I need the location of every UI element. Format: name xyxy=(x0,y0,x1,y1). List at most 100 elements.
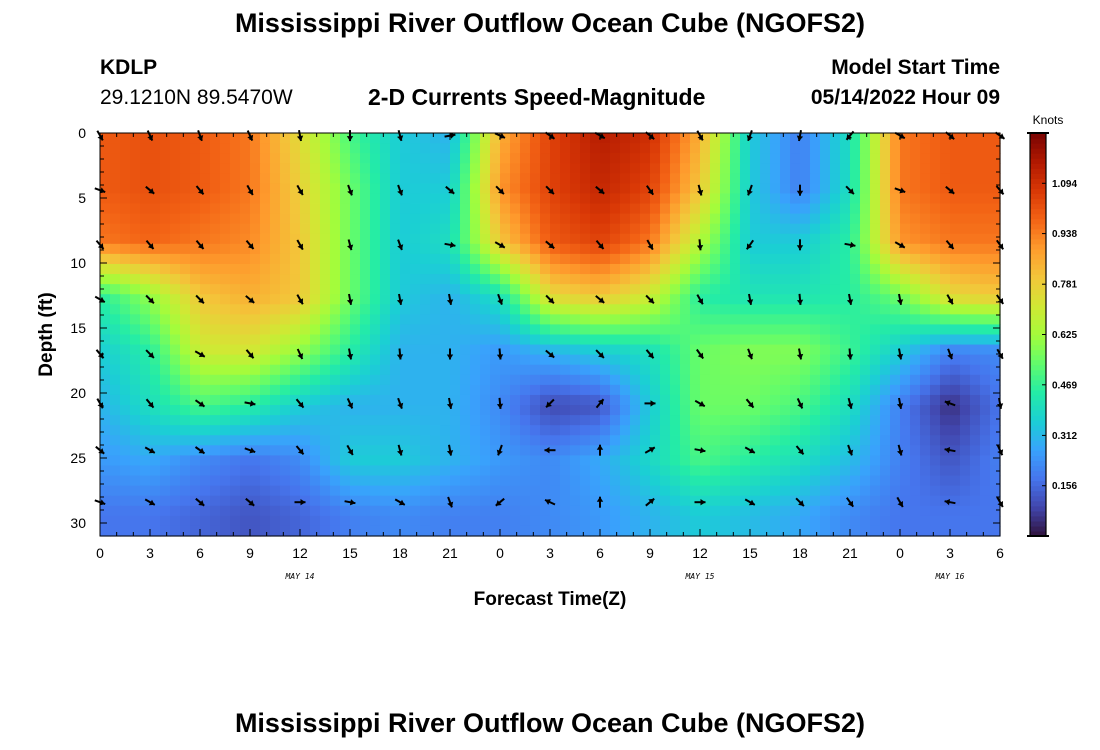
heatmap-cell xyxy=(370,354,381,366)
heatmap-cell xyxy=(580,485,591,497)
heatmap-cell xyxy=(430,344,441,356)
heatmap-cell xyxy=(990,445,1001,456)
heatmap-cell xyxy=(200,354,211,366)
heatmap-cell xyxy=(530,415,541,426)
heatmap-cell xyxy=(710,475,721,487)
heatmap-cell xyxy=(310,495,321,507)
heatmap-cell xyxy=(820,203,831,215)
heatmap-cell xyxy=(660,183,671,195)
heatmap-cell xyxy=(860,183,871,195)
heatmap-cell xyxy=(150,525,161,537)
heatmap-cell xyxy=(610,354,621,366)
heatmap-cell xyxy=(610,455,621,467)
heatmap-cell xyxy=(830,495,841,507)
heatmap-cell xyxy=(280,233,291,245)
heatmap-cell xyxy=(470,243,481,255)
heatmap-cell xyxy=(400,173,411,184)
current-arrow xyxy=(445,185,455,195)
heatmap-cell xyxy=(140,394,151,406)
heatmap-cell xyxy=(750,243,761,255)
heatmap-cell xyxy=(180,394,191,406)
heatmap-cell xyxy=(110,183,121,195)
heatmap-cell xyxy=(790,394,801,406)
colorbar-swatch xyxy=(1030,415,1046,421)
heatmap-cell xyxy=(660,394,671,406)
heatmap-cell xyxy=(550,455,561,467)
heatmap-cell xyxy=(360,133,371,144)
heatmap-cell xyxy=(880,203,891,215)
heatmap-cell xyxy=(640,133,651,144)
heatmap-cell xyxy=(960,364,971,376)
heatmap-cell xyxy=(680,163,691,174)
heatmap-cell xyxy=(260,495,271,507)
current-arrow xyxy=(796,348,804,360)
heatmap-cell xyxy=(190,374,201,386)
heatmap-cell xyxy=(550,133,561,144)
heatmap-cell xyxy=(820,445,831,456)
heatmap-cell xyxy=(540,374,551,386)
heatmap-cell xyxy=(640,415,651,426)
heatmap-cell xyxy=(170,344,181,356)
heatmap-cell xyxy=(930,455,941,467)
heatmap-cell xyxy=(140,344,151,356)
heatmap-cell xyxy=(830,294,841,305)
heatmap-cell xyxy=(740,445,751,456)
heatmap-cell xyxy=(210,153,221,164)
heatmap-cell xyxy=(110,525,121,537)
heatmap-cell xyxy=(500,384,511,396)
heatmap-cell xyxy=(550,505,561,517)
heatmap-cell xyxy=(440,193,451,205)
heatmap-cell xyxy=(430,314,441,326)
heatmap-cell xyxy=(900,405,911,416)
heatmap-cell xyxy=(530,304,541,315)
heatmap-cell xyxy=(110,455,121,467)
heatmap-cell xyxy=(710,334,721,346)
heatmap-cell xyxy=(330,465,341,477)
heatmap-cell xyxy=(220,314,231,326)
heatmap-cell xyxy=(310,405,321,416)
heatmap-cell xyxy=(340,455,351,467)
heatmap-cell xyxy=(720,143,731,154)
heatmap-cell xyxy=(120,405,131,416)
heatmap-cell xyxy=(120,233,131,245)
heatmap-cell xyxy=(630,213,641,225)
heatmap-cell xyxy=(690,203,701,215)
heatmap-cell xyxy=(260,435,271,446)
heatmap-cell xyxy=(920,233,931,245)
heatmap-cell xyxy=(930,415,941,426)
heatmap-cell xyxy=(910,435,921,446)
heatmap-cell xyxy=(550,304,561,315)
heatmap-cell xyxy=(290,485,301,497)
heatmap-cell xyxy=(860,405,871,416)
heatmap-cell xyxy=(920,425,931,436)
heatmap-cell xyxy=(960,253,971,265)
heatmap-cell xyxy=(820,374,831,386)
heatmap-cell xyxy=(220,354,231,366)
heatmap-cell xyxy=(780,334,791,346)
heatmap-cell xyxy=(600,173,611,184)
heatmap-cell xyxy=(880,263,891,275)
heatmap-cell xyxy=(340,153,351,164)
heatmap-cell xyxy=(740,243,751,255)
heatmap-cell xyxy=(650,374,661,386)
colorbar-tick-label: 0.469 xyxy=(1052,380,1077,391)
heatmap-cell xyxy=(460,465,471,477)
heatmap-cell xyxy=(580,495,591,507)
heatmap-cell xyxy=(460,133,471,144)
heatmap-cell xyxy=(690,384,701,396)
heatmap-cell xyxy=(240,173,251,184)
heatmap-cell xyxy=(700,394,711,406)
heatmap-cell xyxy=(680,243,691,255)
heatmap-cell xyxy=(140,203,151,215)
heatmap-cell xyxy=(580,525,591,537)
heatmap-cell xyxy=(790,314,801,326)
heatmap-cell xyxy=(830,263,841,275)
heatmap-cell xyxy=(750,455,761,467)
heatmap-cell xyxy=(510,304,521,315)
heatmap-cell xyxy=(370,475,381,487)
heatmap-cell xyxy=(100,284,111,295)
heatmap-cell xyxy=(500,233,511,245)
heatmap-cell xyxy=(730,284,741,295)
heatmap-cell xyxy=(330,485,341,497)
heatmap-cell xyxy=(670,455,681,467)
